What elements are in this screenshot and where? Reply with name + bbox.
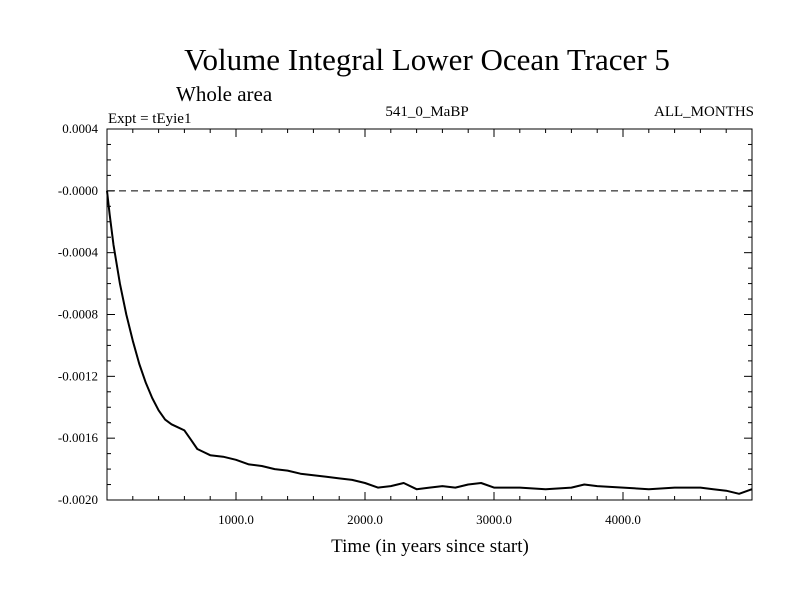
series-group [106,190,753,495]
y-tick-label: -0.0004 [58,245,99,260]
y-axis-ticks: 0.0004 -0.0000 -0.0004 -0.0008 -0.0012 -0.001… [58,121,752,507]
y-tick-label: -0.0016 [58,430,99,445]
y-tick-label: -0.0012 [58,368,98,383]
chart-subtitle: Whole area [176,82,273,106]
x-axis-ticks: 1000.0 2000.0 3000.0 4000.0 [132,129,727,527]
period-label: 541_0_MaBP [385,104,468,120]
plot-frame [106,128,753,501]
y-tick-label: -0.0020 [58,492,98,507]
experiment-label: Expt = tEyie1 [108,111,191,127]
x-tick-label: 4000.0 [605,512,641,527]
x-tick-label: 2000.0 [347,512,383,527]
chart-title: Volume Integral Lower Ocean Tracer 5 [184,42,670,77]
y-tick-label: 0.0004 [62,121,98,136]
x-tick-label: 1000.0 [218,512,254,527]
y-tick-label: -0.0000 [58,183,98,198]
series-line [106,190,753,495]
x-tick-label: 3000.0 [476,512,512,527]
x-axis-label: Time (in years since start) [331,536,529,557]
y-tick-label: -0.0008 [58,307,98,322]
months-label: ALL_MONTHS [654,104,754,120]
